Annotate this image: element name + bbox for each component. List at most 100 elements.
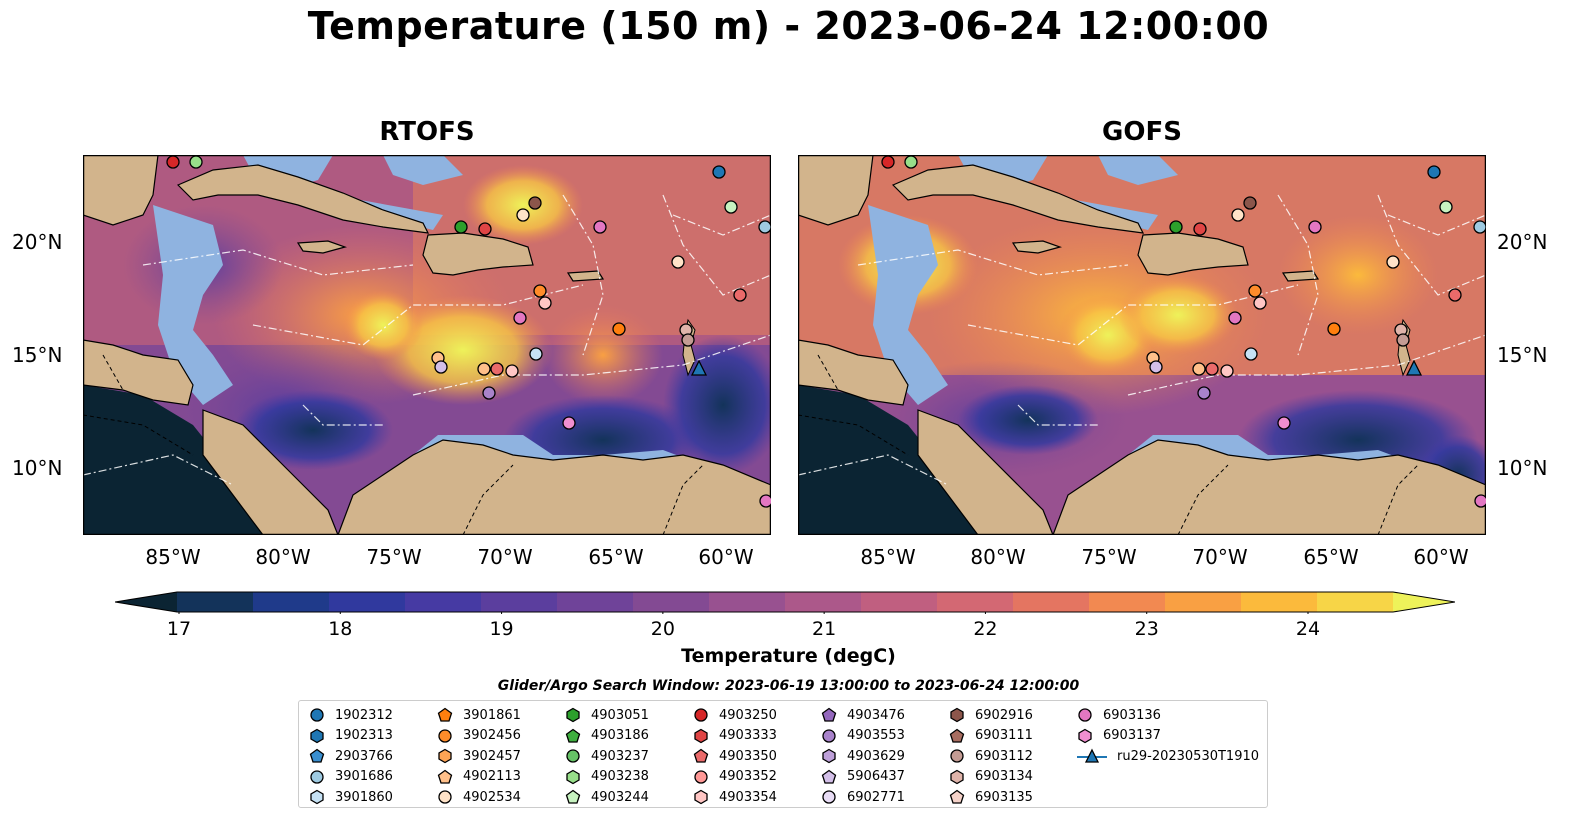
legend-item-label: 5906437 [847,769,905,784]
hexagon-marker-icon [1078,728,1092,743]
colorbar-extend-max [1393,592,1455,612]
xtick-label: 75°W [1081,545,1137,569]
colorbar-segment [557,592,634,612]
circle-marker-icon [310,769,324,784]
legend-item: 4903476 [821,705,905,725]
circle-marker-icon [694,769,708,784]
legend-item-label: 1902313 [335,728,393,743]
colorbar-segment [177,592,254,612]
legend-item-label: 3901861 [463,707,521,723]
figure-title: Temperature (150 m) - 2023-06-24 12:00:0… [307,4,1270,48]
legend-item: 6903112 [949,746,1033,766]
pentagon-marker-icon [949,789,965,804]
circle-marker-icon [822,790,836,804]
xtick-label: 80°W [970,545,1026,569]
legend-item: 3901860 [309,787,393,807]
colorbar-segment [1165,592,1242,612]
legend-item: 4903237 [565,746,649,766]
pentagon-marker-icon [821,707,837,722]
xtick-label: 70°W [1192,545,1248,569]
colorbar-segment [1317,592,1394,612]
legend-item: 3901686 [309,767,393,787]
legend-item: 6902771 [821,787,905,807]
hexagon-marker-icon [950,769,964,784]
legend-item-label: 6902916 [975,707,1033,723]
xtick-label: 65°W [588,545,644,569]
legend-item-label: 4903238 [591,769,649,784]
legend-item-label: 4903250 [719,707,777,723]
legend-item: 6903136 [1077,705,1161,725]
legend-item: 1902313 [309,726,393,746]
pentagon-marker-icon [309,748,325,763]
legend-item-label: 4903629 [847,748,905,764]
legend-item-label: 1902312 [335,707,393,723]
legend-item-label: 4903186 [591,728,649,743]
pentagon-marker-icon [437,769,453,784]
ytick-label-right: 20°N [1497,230,1548,254]
circle-marker-icon [566,749,580,763]
legend-item-label: 3901860 [335,789,393,805]
legend-item: 5906437 [821,767,905,787]
ytick-label-right: 15°N [1497,343,1548,367]
legend-item: 4902534 [437,787,521,807]
legend-item-label: ru29-20230530T1910 [1117,748,1260,764]
legend-item-label: 4903476 [847,707,905,723]
legend-item: 3902457 [437,746,521,766]
colorbar-segment [1241,592,1318,612]
legend-item: 6903135 [949,787,1033,807]
colorbar-segment [861,592,938,612]
colorbar-tick-label: 22 [973,618,998,640]
circle-marker-icon [438,728,452,743]
ytick-label-left: 20°N [12,230,63,254]
panel-title-rtofs: RTOFS [379,117,475,147]
legend-item-label: 4903237 [591,748,649,764]
legend-item-label: 4903553 [847,728,905,743]
legend-item-label: 6903112 [975,748,1033,764]
xtick-label: 85°W [860,545,916,569]
colorbar-tick-label: 23 [1134,618,1159,640]
colorbar-segment [785,592,862,612]
colorbar-tick-label: 21 [812,618,837,640]
legend-item-label: 6903137 [1103,728,1161,743]
legend-item-label: 2903766 [335,748,393,764]
colorbar-segment [1089,592,1166,612]
xtick-label: 60°W [1413,545,1469,569]
circle-marker-icon [438,790,452,804]
circle-marker-icon [310,708,324,722]
legend-item: 4902113 [437,767,521,787]
legend-item: 4903051 [565,705,649,725]
panel-title-gofs: GOFS [1102,117,1182,147]
colorbar-extend-min [115,592,177,612]
xtick-label: 70°W [477,545,533,569]
legend-item-label: 4902113 [463,769,521,784]
legend-item-label: 6903135 [975,789,1033,805]
map-panel-rtofs [83,155,771,535]
legend-title: Glider/Argo Search Window: 2023-06-19 13… [497,678,1080,694]
pentagon-marker-icon [565,789,581,804]
pentagon-marker-icon [693,748,709,763]
legend-item-label: 6902771 [847,789,905,805]
legend-item-label: 3902457 [463,748,521,764]
legend-item-label: 6903134 [975,769,1033,784]
legend-item-label: 4903350 [719,748,777,764]
colorbar-segment [329,592,406,612]
colorbar-tick-label: 19 [489,618,514,640]
hexagon-marker-icon [438,748,452,764]
legend-item: 6903134 [949,767,1033,787]
colorbar [114,590,1456,614]
xtick-label: 80°W [255,545,311,569]
hexagon-marker-icon [950,707,964,723]
ytick-label-left: 15°N [12,343,63,367]
legend-item: 4903350 [693,746,777,766]
legend-item-label: 4903354 [719,789,777,805]
pentagon-marker-icon [821,769,837,784]
legend-item: 4903250 [693,705,777,725]
colorbar-tick-label: 24 [1295,618,1321,640]
legend-item: 6902916 [949,705,1033,725]
circle-marker-icon [950,749,964,763]
ytick-label-left: 10°N [12,456,63,480]
legend-item: 4903186 [565,726,649,746]
circle-marker-icon [694,708,708,722]
legend-item: 2903766 [309,746,393,766]
legend-item: 4903553 [821,726,905,746]
